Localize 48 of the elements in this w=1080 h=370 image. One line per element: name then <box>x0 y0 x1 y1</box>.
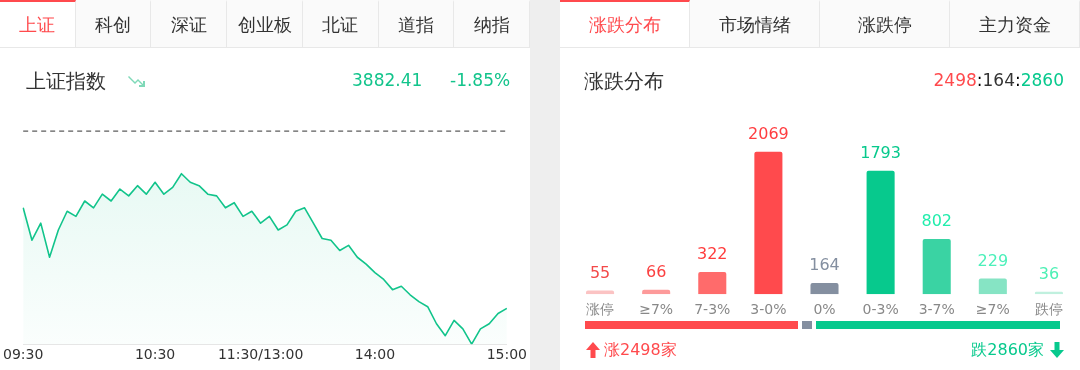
bar <box>922 238 951 295</box>
text: 上证 <box>0 0 76 47</box>
x-tick-label: 10:30 <box>134 346 176 363</box>
x-tick-label: 0-3% <box>862 301 899 318</box>
data-label: 229 <box>977 250 1009 270</box>
data-label: 802 <box>921 211 952 231</box>
text: 3882.41 <box>352 70 423 90</box>
x-tick-label: 7-3% <box>694 301 731 318</box>
data-label: 66 <box>645 261 667 281</box>
x-tick-label: 3-0% <box>750 301 787 318</box>
data-label: 55 <box>589 262 611 282</box>
bar <box>754 151 783 295</box>
x-tick-label: 15:00 <box>486 346 528 363</box>
chart-title: 涨跌分布 <box>584 68 664 95</box>
data-label: 164 <box>809 255 840 275</box>
text: 道指 <box>378 0 455 47</box>
x-tick-label: 14:00 <box>354 346 396 363</box>
x-tick-label: 跌停 <box>1034 301 1063 318</box>
text: -1.85% <box>450 70 511 90</box>
x-tick-label: 0% <box>813 301 836 318</box>
text: 科创 <box>75 0 152 47</box>
data-label: 36 <box>1038 263 1060 283</box>
bar <box>586 290 615 295</box>
data-label: 322 <box>697 244 728 264</box>
x-tick-label: ≥7% <box>639 301 674 318</box>
data-label: 2069 <box>748 123 789 143</box>
text: 2498:164:2860 <box>933 70 1064 90</box>
text: 市场情绪 <box>690 0 820 47</box>
text: 涨2498家 <box>604 340 677 361</box>
text: 创业板 <box>227 0 303 47</box>
bar <box>810 282 839 295</box>
data-label: 1793 <box>860 142 901 162</box>
chart-title: 上证指数 <box>26 68 106 95</box>
text: 纳指 <box>454 0 531 47</box>
x-tick-label: 涨停 <box>586 301 615 318</box>
text: 跌2860家 <box>971 340 1044 361</box>
x-tick-label: ≥7% <box>975 301 1010 318</box>
x-tick-label: 11:30/13:00 <box>217 346 304 363</box>
text: 主力资金 <box>950 0 1080 47</box>
text: 涨跌停 <box>820 0 950 47</box>
x-tick-label: 09:30 <box>2 346 44 363</box>
text: 北证 <box>302 0 379 47</box>
x-tick-label: 3-7% <box>918 301 955 318</box>
text: 深证 <box>151 0 228 47</box>
bar <box>866 170 895 295</box>
bar <box>698 272 727 295</box>
bar <box>978 278 1007 295</box>
text: 涨跌分布 <box>560 0 690 47</box>
